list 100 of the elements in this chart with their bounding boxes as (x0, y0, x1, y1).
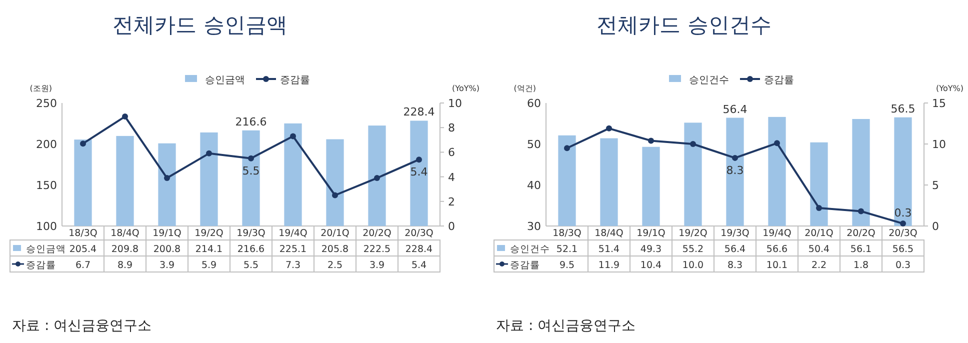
annotation: 0.3 (894, 206, 912, 220)
x-tick-label: 20/2Q (846, 228, 876, 239)
point (416, 156, 422, 163)
data-label: 8.3 (727, 260, 743, 271)
text: 자료 : 여신금융연구소 (496, 318, 636, 334)
x-tick-label: 19/4Q (278, 228, 308, 239)
y-tick-label: 60 (527, 97, 541, 110)
y2-tick-label: 2 (448, 195, 455, 208)
y-tick-label: 50 (527, 138, 541, 151)
text: 자료 : 여신금융연구소 (12, 318, 152, 334)
data-label: 10.0 (682, 260, 704, 271)
y-tick-label: 40 (527, 179, 541, 192)
x-tick-label: 19/1Q (152, 228, 182, 239)
data-label: 56.1 (850, 244, 872, 255)
point (858, 208, 864, 214)
annotation: 8.3 (726, 164, 744, 177)
y-axis-title: (조원) (30, 84, 52, 93)
point (648, 138, 654, 144)
text: 승인금액 (205, 75, 245, 86)
data-label: 10.4 (640, 260, 662, 271)
data-label: 55.2 (682, 244, 704, 255)
x-tick-label: 18/4Q (110, 228, 140, 239)
x-tick-label: 19/4Q (762, 228, 792, 239)
y2-tick-label: 10 (448, 97, 462, 110)
data-label: 0.3 (895, 260, 911, 271)
point (690, 141, 696, 147)
x-tick-label: 20/3Q (404, 228, 434, 239)
point (564, 145, 570, 152)
x-tick-label: 18/3Q (552, 228, 582, 239)
legend-label: 승인금액 (26, 244, 66, 255)
data-label: 5.5 (243, 260, 259, 271)
point (732, 154, 738, 161)
y2-axis-title: (YoY%) (452, 84, 480, 93)
x-tick-label: 20/2Q (362, 228, 392, 239)
data-label: 56.6 (766, 244, 788, 255)
y2-tick-label: 10 (932, 138, 946, 151)
legend-label: 증감률 (280, 75, 310, 86)
data-label: 51.4 (598, 244, 620, 255)
point (606, 125, 612, 132)
y2-tick-label: 15 (932, 97, 946, 110)
y2-tick-label: 4 (448, 170, 455, 184)
point (374, 175, 380, 182)
x-tick-label: 19/3Q (720, 228, 750, 239)
data-label: 216.6 (237, 244, 265, 255)
text: 증감률 (26, 260, 56, 271)
data-label: 3.9 (369, 260, 385, 271)
x-tick-label: 20/1Q (804, 228, 834, 239)
point (816, 204, 822, 211)
annotation: 5.4 (410, 166, 428, 179)
y-tick-label: 150 (36, 179, 57, 192)
point (122, 114, 128, 120)
chart-title: 전체카드 승인건수 (596, 13, 772, 37)
y-tick-label: 250 (36, 97, 57, 110)
data-label: 52.1 (556, 244, 578, 255)
data-label: 2.5 (327, 260, 343, 271)
y2-tick-label: 0 (932, 220, 939, 233)
data-label: 205.4 (69, 244, 97, 255)
data-label: 8.9 (117, 260, 133, 271)
point (900, 220, 906, 227)
y-axis-title: (억건) (514, 84, 536, 93)
data-label: 50.4 (808, 244, 830, 255)
chart-title: 전체카드 승인금액 (112, 13, 288, 37)
data-label: 6.7 (75, 260, 91, 271)
x-tick-label: 18/4Q (594, 228, 624, 239)
x-tick-label: 20/3Q (888, 228, 918, 239)
point (80, 140, 86, 147)
annotation: 56.5 (890, 102, 916, 116)
data-label: 11.9 (598, 260, 620, 271)
data-label: 1.8 (853, 260, 869, 271)
annotation: 56.4 (722, 102, 748, 116)
x-tick-label: 19/3Q (236, 228, 266, 239)
y2-tick-label: 8 (448, 122, 455, 135)
x-tick-label: 19/2Q (194, 228, 224, 239)
data-label: 200.8 (153, 244, 181, 255)
point (206, 150, 212, 156)
point (164, 175, 170, 182)
data-label: 214.1 (195, 244, 223, 255)
data-label: 56.4 (724, 244, 746, 255)
data-label: 209.8 (111, 244, 139, 255)
point (248, 155, 254, 162)
point (290, 133, 296, 140)
y-tick-label: 200 (36, 138, 57, 151)
data-label: 5.4 (411, 260, 427, 271)
x-tick-label: 20/1Q (320, 228, 350, 239)
y2-axis-title: (YoY%) (936, 84, 964, 93)
data-label: 2.2 (811, 260, 827, 271)
point (774, 140, 780, 146)
data-label: 205.8 (321, 244, 349, 255)
data-label: 49.3 (640, 244, 662, 255)
data-label: 56.5 (892, 244, 914, 255)
y-tick-label: 30 (527, 220, 541, 233)
y2-tick-label: 0 (448, 220, 455, 233)
y-tick-label: 100 (36, 220, 57, 233)
x-tick-label: 19/1Q (636, 228, 666, 239)
point (332, 192, 338, 198)
data-label: 222.5 (363, 244, 391, 255)
data-label: 5.9 (201, 260, 217, 271)
data-label: 3.9 (159, 260, 175, 271)
data-label: 228.4 (405, 244, 433, 255)
text: 증감률 (510, 260, 540, 271)
